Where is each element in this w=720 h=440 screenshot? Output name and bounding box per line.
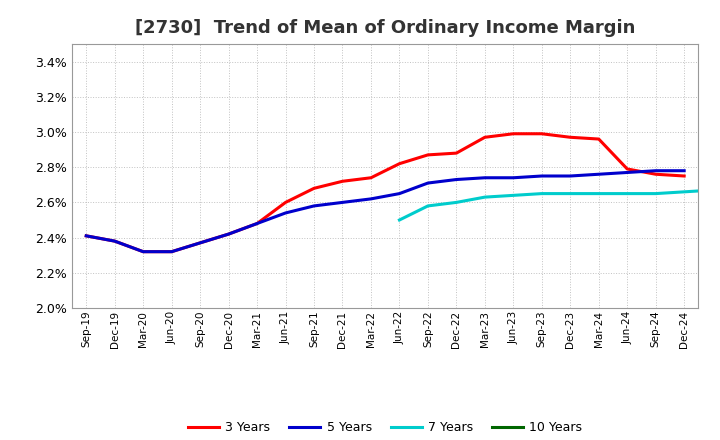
3 Years	[595, 136, 603, 142]
3 Years	[167, 249, 176, 254]
3 Years	[253, 221, 261, 226]
3 Years	[282, 200, 290, 205]
5 Years	[509, 175, 518, 180]
5 Years	[480, 175, 489, 180]
5 Years	[110, 238, 119, 244]
5 Years	[338, 200, 347, 205]
3 Years	[452, 150, 461, 156]
7 Years	[509, 193, 518, 198]
7 Years	[623, 191, 631, 196]
5 Years	[366, 196, 375, 202]
7 Years	[423, 203, 432, 209]
5 Years	[225, 231, 233, 237]
7 Years	[537, 191, 546, 196]
5 Years	[595, 172, 603, 177]
Line: 5 Years: 5 Years	[86, 171, 684, 252]
3 Years	[139, 249, 148, 254]
3 Years	[566, 135, 575, 140]
7 Years	[680, 189, 688, 194]
5 Years	[537, 173, 546, 179]
7 Years	[708, 187, 717, 193]
Line: 7 Years: 7 Years	[400, 190, 713, 220]
Line: 3 Years: 3 Years	[86, 134, 684, 252]
3 Years	[82, 233, 91, 238]
3 Years	[509, 131, 518, 136]
5 Years	[423, 180, 432, 186]
5 Years	[139, 249, 148, 254]
7 Years	[566, 191, 575, 196]
5 Years	[196, 240, 204, 246]
5 Years	[623, 170, 631, 175]
5 Years	[82, 233, 91, 238]
3 Years	[652, 172, 660, 177]
3 Years	[423, 152, 432, 158]
3 Years	[366, 175, 375, 180]
5 Years	[167, 249, 176, 254]
3 Years	[225, 231, 233, 237]
7 Years	[452, 200, 461, 205]
3 Years	[110, 238, 119, 244]
5 Years	[282, 210, 290, 216]
5 Years	[310, 203, 318, 209]
5 Years	[566, 173, 575, 179]
3 Years	[623, 166, 631, 172]
3 Years	[196, 240, 204, 246]
3 Years	[537, 131, 546, 136]
7 Years	[480, 194, 489, 200]
5 Years	[395, 191, 404, 196]
3 Years	[395, 161, 404, 166]
7 Years	[595, 191, 603, 196]
5 Years	[680, 168, 688, 173]
7 Years	[395, 217, 404, 223]
3 Years	[480, 135, 489, 140]
Title: [2730]  Trend of Mean of Ordinary Income Margin: [2730] Trend of Mean of Ordinary Income …	[135, 19, 635, 37]
5 Years	[253, 221, 261, 226]
Legend: 3 Years, 5 Years, 7 Years, 10 Years: 3 Years, 5 Years, 7 Years, 10 Years	[183, 416, 588, 439]
3 Years	[310, 186, 318, 191]
3 Years	[680, 173, 688, 179]
3 Years	[338, 179, 347, 184]
5 Years	[452, 177, 461, 182]
5 Years	[652, 168, 660, 173]
7 Years	[652, 191, 660, 196]
